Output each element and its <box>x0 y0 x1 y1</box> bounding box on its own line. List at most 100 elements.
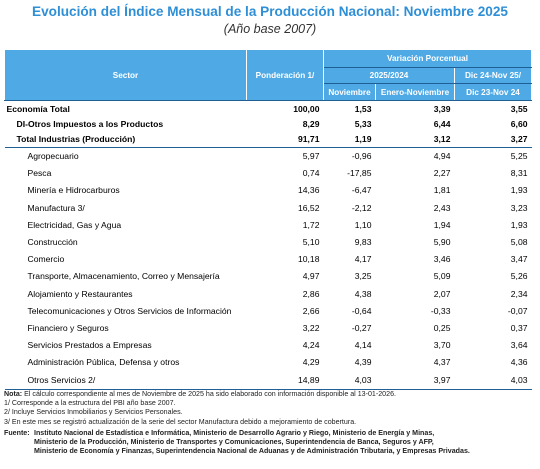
row-dic: 5,26 <box>510 271 528 282</box>
row-ponderacion: 8,29 <box>302 119 320 129</box>
row-noviembre: -0,64 <box>351 305 372 316</box>
row-enero-noviembre: 3,97 <box>375 371 455 390</box>
row-dic: 8,31 <box>510 168 528 179</box>
row-enero-noviembre: 3,70 <box>433 340 451 351</box>
table-row: Alojamiento y Restaurantes 2,86 4,38 2,0… <box>5 286 532 303</box>
row-dic: 1,93 <box>510 219 528 230</box>
row-enero-noviembre: 1,94 <box>433 219 451 230</box>
table-header: Sector Ponderación 1/ Variación Porcentu… <box>4 49 533 101</box>
row-dic: -0,07 <box>507 305 528 316</box>
footnote-1: 1/ Corresponde a la estructura del PBI a… <box>4 399 176 408</box>
source-block: Fuente: Instituto Nacional de Estadístic… <box>4 429 534 457</box>
row-ponderacion: 4,97 <box>302 271 320 282</box>
row-sector: DI-Otros Impuestos a los Productos <box>16 119 164 129</box>
row-enero-noviembre: 2,07 <box>433 288 451 299</box>
row-dic: 3,23 <box>510 202 528 213</box>
row-sector: Financiero y Seguros <box>27 323 109 334</box>
row-enero-noviembre: -0,33 <box>430 305 451 316</box>
row-enero-noviembre: 1,81 <box>433 185 451 196</box>
footnote-2: 2/ Incluye Servicios Inmobiliarios y Ser… <box>4 408 183 417</box>
row-enero-noviembre: 5,09 <box>433 271 451 282</box>
row-sector: Transporte, Almacenamiento, Correo y Men… <box>27 271 220 282</box>
row-ponderacion: 2,86 <box>302 288 320 299</box>
header-enero-noviembre: Enero-Noviembre <box>375 83 455 101</box>
table-row: Telecomunicaciones y Otros Servicios de … <box>5 303 532 320</box>
page-subtitle: (Año base 2007) <box>223 22 317 36</box>
row-sector: Servicios Prestados a Empresas <box>27 340 152 351</box>
table-row: Administración Pública, Defensa y otros … <box>5 354 532 371</box>
row-enero-noviembre: 4,94 <box>433 151 451 161</box>
table-row: Pesca 0,74 -17,85 2,27 8,31 <box>5 165 532 182</box>
row-noviembre: 4,14 <box>354 340 372 351</box>
row-sector: Manufactura 3/ <box>27 202 85 213</box>
row-dic: 5,25 <box>510 151 528 161</box>
row-sector: Administración Pública, Defensa y otros <box>27 357 180 368</box>
row-sector: Comercio <box>27 254 65 265</box>
header-dic-a: Dic 24-Nov 25/ <box>453 67 533 84</box>
row-sector: Pesca <box>27 168 52 179</box>
row-ponderacion: 4,24 <box>302 340 320 351</box>
row-dic: 0,37 <box>510 323 528 334</box>
row-noviembre: 1,53 <box>323 100 376 117</box>
row-dic: 1,93 <box>510 185 528 196</box>
row-ponderacion: 10,18 <box>297 254 320 265</box>
row-dic: 6,60 <box>510 119 528 129</box>
row-noviembre: -0,27 <box>351 323 372 334</box>
table-row: Minería e Hidrocarburos 14,36 -6,47 1,81… <box>5 182 532 199</box>
row-sector: Otros Servicios 2/ <box>4 371 247 390</box>
source-label: Fuente: <box>4 429 30 437</box>
row-enero-noviembre: 2,27 <box>433 168 451 179</box>
row-noviembre: 1,10 <box>354 219 372 230</box>
row-dic: 4,36 <box>510 357 528 368</box>
row-ponderacion: 14,89 <box>246 371 324 390</box>
table-row: Comercio 10,18 4,17 3,46 3,47 <box>5 251 532 268</box>
row-ponderacion: 91,71 <box>246 132 324 148</box>
table-row: Agropecuario 5,97 -0,96 4,94 5,25 <box>5 148 532 166</box>
footnotes: Nota: El cálculo correspondiente al mes … <box>4 390 534 427</box>
row-sector: Construcción <box>27 237 78 248</box>
row-dic: 3,47 <box>510 254 528 265</box>
row-ponderacion: 5,10 <box>302 237 320 248</box>
table-row-total-industrias: Total Industrias (Producción) 91,71 1,19… <box>4 132 532 148</box>
footnote-3: 3/ En este mes se registró actualización… <box>4 417 357 426</box>
row-sector: Telecomunicaciones y Otros Servicios de … <box>27 305 232 316</box>
table-row: Transporte, Almacenamiento, Correo y Men… <box>5 268 532 285</box>
note-text: El cálculo correspondiente al mes de Nov… <box>24 390 396 398</box>
row-dic: 3,27 <box>454 132 532 148</box>
row-sector: Electricidad, Gas y Agua <box>27 219 122 230</box>
row-ponderacion: 5,97 <box>302 151 320 161</box>
row-enero-noviembre: 3,46 <box>433 254 451 265</box>
row-noviembre: 4,03 <box>323 371 376 390</box>
row-noviembre: -0,96 <box>351 151 372 161</box>
note-line: Nota: El cálculo correspondiente al mes … <box>4 390 534 399</box>
row-noviembre: 3,25 <box>354 271 372 282</box>
row-ponderacion: 0,74 <box>302 168 320 179</box>
row-noviembre: 1,19 <box>323 132 376 148</box>
row-noviembre: -17,85 <box>347 168 372 179</box>
header-noviembre: Noviembre <box>323 83 376 101</box>
row-dic: 3,64 <box>510 340 528 351</box>
table-row: Electricidad, Gas y Agua 1,72 1,10 1,94 … <box>5 217 532 234</box>
row-dic: 3,55 <box>454 100 532 117</box>
row-noviembre: 4,39 <box>354 357 372 368</box>
page-title: Evolución del Índice Mensual de la Produ… <box>32 4 508 19</box>
row-ponderacion: 1,72 <box>302 219 320 230</box>
table-row-economia-total: Economía Total 100,00 1,53 3,39 3,55 <box>4 100 532 117</box>
row-noviembre: 4,17 <box>354 254 372 265</box>
row-enero-noviembre: 5,90 <box>433 237 451 248</box>
row-ponderacion: 4,29 <box>302 357 320 368</box>
source-line-1: Instituto Nacional de Estadística e Info… <box>34 429 435 437</box>
row-sector: Minería e Hidrocarburos <box>27 185 120 196</box>
row-ponderacion: 16,52 <box>297 202 320 213</box>
row-sector: Economía Total <box>4 100 247 117</box>
row-enero-noviembre: 4,37 <box>433 357 451 368</box>
row-enero-noviembre: 3,39 <box>375 100 455 117</box>
source-line-2: Ministerio de la Producción, Ministerio … <box>34 438 434 447</box>
row-ponderacion: 14,36 <box>297 185 320 196</box>
table-row: Financiero y Seguros 3,22 -0,27 0,25 0,3… <box>5 320 532 337</box>
row-noviembre: 5,33 <box>354 119 372 129</box>
row-sector: Total Industrias (Producción) <box>4 132 247 148</box>
row-noviembre: 4,38 <box>354 288 372 299</box>
table-row: Servicios Prestados a Empresas 4,24 4,14… <box>5 337 532 354</box>
row-dic: 4,03 <box>454 371 532 390</box>
